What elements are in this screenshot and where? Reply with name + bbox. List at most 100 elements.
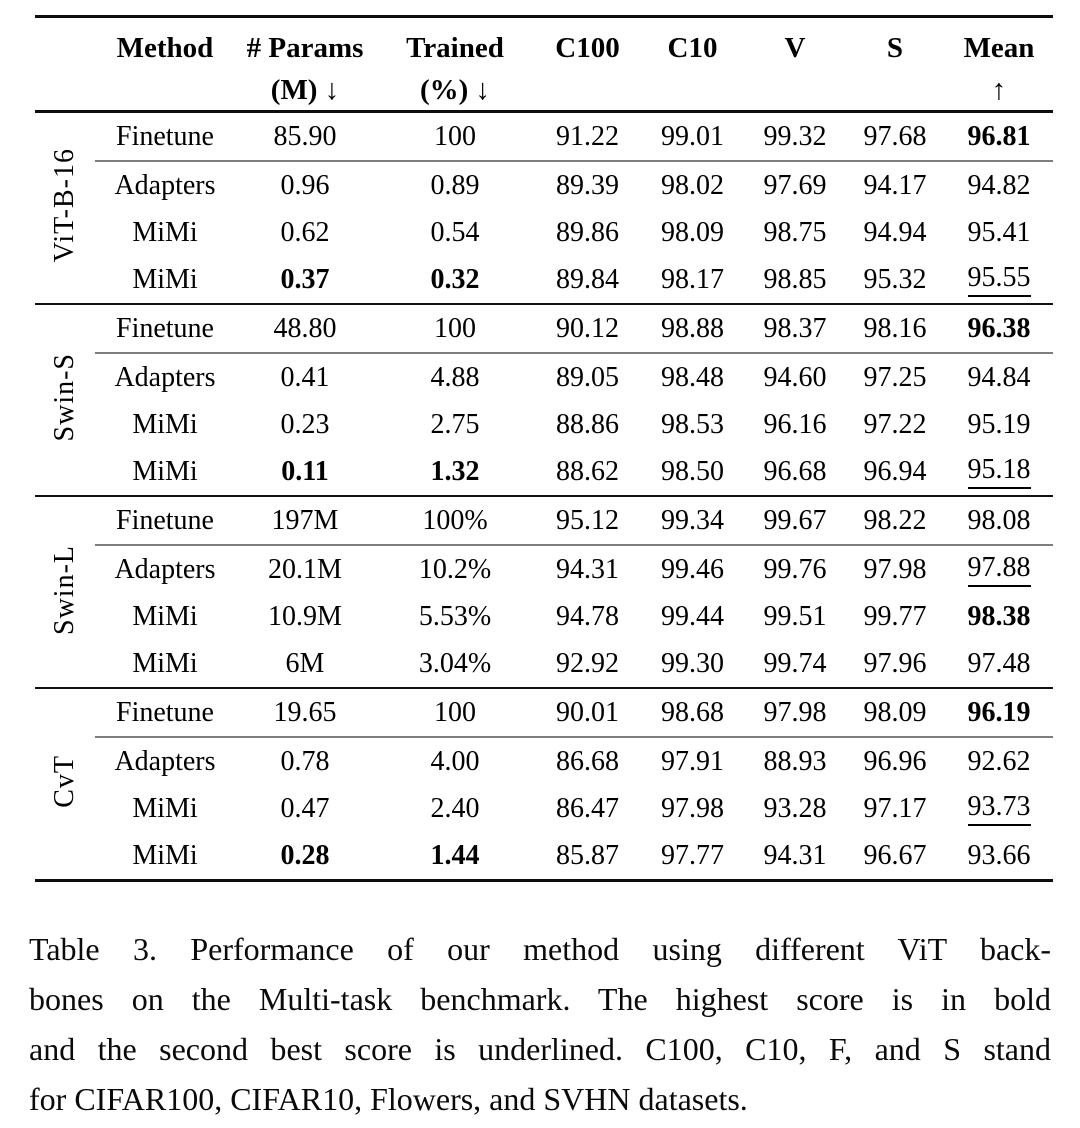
cell-s: 94.17 bbox=[845, 161, 945, 209]
cell-params: 0.41 bbox=[235, 353, 375, 401]
cell-value: 4.88 bbox=[430, 361, 480, 393]
table-row: MiMi 0.28 1.44 85.87 97.77 94.31 96.67 93.66 bbox=[35, 832, 1053, 881]
cell-c100: 88.62 bbox=[535, 448, 640, 496]
cell-method: Finetune bbox=[95, 688, 235, 738]
cell-c100: 86.68 bbox=[535, 737, 640, 785]
cell-trained: 0.54 bbox=[375, 209, 535, 256]
cell-value: 88.62 bbox=[556, 455, 619, 487]
cell-value: 100 bbox=[434, 696, 476, 728]
col-header-sublabel bbox=[535, 72, 640, 108]
cell-v: 98.85 bbox=[745, 256, 845, 304]
cell-value: 98.02 bbox=[661, 169, 724, 201]
cell-v: 96.16 bbox=[745, 401, 845, 448]
table-row: CvT Finetune 19.65 100 90.01 98.68 97.98 98.09 9… bbox=[35, 688, 1053, 808]
cell-mean: 97.48 bbox=[945, 640, 1053, 688]
cell-params: 85.90 bbox=[235, 111, 375, 162]
caption-line-2: bones on the Multi-task benchmark. The h… bbox=[29, 981, 1051, 1017]
cell-value: 99.76 bbox=[763, 553, 827, 585]
cell-value: 98.48 bbox=[661, 361, 724, 393]
cell-value: MiMi bbox=[132, 216, 198, 248]
col-header-sublabel: (M) ↓ bbox=[270, 74, 340, 106]
cell-value: 94.60 bbox=[763, 361, 827, 393]
cell-mean: 94.82 bbox=[945, 161, 1053, 209]
backbone-group-Swin-L: Swin-L Finetune 197M 100% 95.12 99.34 99.67 98.… bbox=[35, 496, 1053, 688]
cell-params: 0.37 bbox=[235, 256, 375, 304]
cell-s: 97.98 bbox=[845, 545, 945, 593]
cell-s: 98.22 bbox=[845, 496, 945, 546]
cell-trained: 0.32 bbox=[375, 256, 535, 304]
cell-value: MiMi bbox=[132, 647, 198, 679]
cell-value: 10.2% bbox=[418, 553, 492, 585]
cell-value: 92.62 bbox=[967, 745, 1031, 777]
cell-value: 94.17 bbox=[863, 169, 927, 201]
cell-mean: 95.19 bbox=[945, 401, 1053, 448]
cell-value: 96.81 bbox=[967, 120, 1031, 152]
cell-s: 96.96 bbox=[845, 737, 945, 785]
cell-method: Adapters bbox=[95, 353, 235, 401]
results-table: Method # Params (M) ↓ Trained (%) ↓ C100 C10 V S… bbox=[35, 15, 1053, 882]
col-header-label: Method bbox=[116, 32, 214, 64]
cell-value: MiMi bbox=[132, 263, 198, 295]
cell-trained: 2.40 bbox=[375, 785, 535, 832]
col-header-s: S bbox=[845, 16, 945, 113]
cell-value: MiMi bbox=[132, 408, 198, 440]
cell-mean: 96.81 bbox=[945, 111, 1053, 162]
cell-value: 90.12 bbox=[556, 312, 619, 344]
cell-params: 6M bbox=[235, 640, 375, 688]
backbone-label: CvT bbox=[35, 688, 95, 881]
paper-table-figure: Method # Params (M) ↓ Trained (%) ↓ C100 C10 V S… bbox=[0, 15, 1080, 1128]
cell-c100: 85.87 bbox=[535, 832, 640, 881]
cell-v: 96.68 bbox=[745, 448, 845, 496]
cell-value: 96.38 bbox=[967, 312, 1031, 344]
cell-value: 97.98 bbox=[863, 553, 927, 585]
col-header-sublabel bbox=[640, 72, 745, 108]
col-header-sublabel bbox=[35, 72, 95, 108]
caption-line-4: for CIFAR100, CIFAR10, Flowers, and SVHN… bbox=[29, 1081, 748, 1117]
cell-c10: 97.77 bbox=[640, 832, 745, 881]
header-row: Method # Params (M) ↓ Trained (%) ↓ C100 C10 V S… bbox=[35, 16, 1053, 113]
cell-value: MiMi bbox=[132, 600, 198, 632]
cell-c10: 98.02 bbox=[640, 161, 745, 209]
cell-value: 0.41 bbox=[280, 361, 330, 393]
cell-params: 10.9M bbox=[235, 593, 375, 640]
cell-s: 99.77 bbox=[845, 593, 945, 640]
cell-params: 0.28 bbox=[235, 832, 375, 881]
cell-v: 99.51 bbox=[745, 593, 845, 640]
cell-c100: 92.92 bbox=[535, 640, 640, 688]
cell-c100: 94.78 bbox=[535, 593, 640, 640]
backbone-label-text: ViT-B-16 bbox=[49, 148, 80, 263]
cell-trained: 1.32 bbox=[375, 448, 535, 496]
cell-value: 99.30 bbox=[661, 647, 724, 679]
cell-c100: 89.39 bbox=[535, 161, 640, 209]
cell-params: 0.47 bbox=[235, 785, 375, 832]
cell-value: 98.68 bbox=[661, 696, 724, 728]
col-header-trained: Trained (%) ↓ bbox=[375, 16, 535, 113]
cell-value: Adapters bbox=[114, 169, 216, 201]
cell-method: MiMi bbox=[95, 209, 235, 256]
col-header-v: V bbox=[745, 16, 845, 113]
backbone-label: Swin-L bbox=[35, 496, 95, 688]
cell-value: 98.85 bbox=[763, 263, 827, 295]
cell-mean: 95.55 bbox=[945, 256, 1053, 304]
cell-mean: 97.88 bbox=[945, 545, 1053, 593]
cell-s: 97.68 bbox=[845, 111, 945, 162]
table-row: MiMi 0.11 1.32 88.62 98.50 96.68 96.94 95.18 bbox=[35, 448, 1053, 496]
cell-trained: 100 bbox=[375, 111, 535, 162]
cell-method: MiMi bbox=[95, 593, 235, 640]
cell-c100: 88.86 bbox=[535, 401, 640, 448]
cell-s: 94.94 bbox=[845, 209, 945, 256]
cell-value: Finetune bbox=[116, 504, 214, 536]
cell-value: 85.87 bbox=[556, 839, 619, 871]
col-header-label: Mean bbox=[963, 32, 1035, 64]
cell-trained: 5.53% bbox=[375, 593, 535, 640]
table-row: Adapters 0.41 4.88 89.05 98.48 94.60 97.25 94.8… bbox=[35, 353, 1053, 401]
cell-value: Adapters bbox=[114, 553, 216, 585]
col-header-label: Trained bbox=[406, 32, 504, 64]
cell-c100: 91.22 bbox=[535, 111, 640, 162]
cell-trained: 3.04% bbox=[375, 640, 535, 688]
cell-c100: 95.12 bbox=[535, 496, 640, 546]
cell-value: 98.38 bbox=[967, 600, 1031, 632]
cell-value: 94.78 bbox=[556, 600, 619, 632]
cell-c100: 89.05 bbox=[535, 353, 640, 401]
col-header-sublabel bbox=[845, 72, 945, 108]
